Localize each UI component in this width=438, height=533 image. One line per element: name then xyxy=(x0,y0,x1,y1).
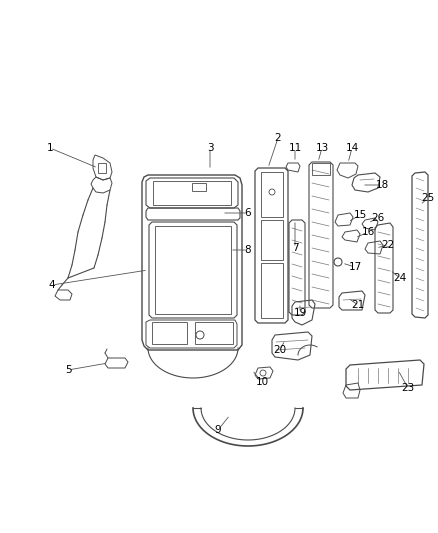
Text: 5: 5 xyxy=(65,365,71,375)
Text: 3: 3 xyxy=(207,143,213,153)
Text: 16: 16 xyxy=(361,227,374,237)
Text: 11: 11 xyxy=(288,143,302,153)
Text: 2: 2 xyxy=(275,133,281,143)
Text: 6: 6 xyxy=(245,208,251,218)
Text: 8: 8 xyxy=(245,245,251,255)
Text: 18: 18 xyxy=(375,180,389,190)
Text: 21: 21 xyxy=(351,300,364,310)
Text: 19: 19 xyxy=(293,308,307,318)
Text: 10: 10 xyxy=(255,377,268,387)
Text: 1: 1 xyxy=(47,143,53,153)
Text: 20: 20 xyxy=(273,345,286,355)
Text: 7: 7 xyxy=(292,243,298,253)
Text: 9: 9 xyxy=(215,425,221,435)
Text: 22: 22 xyxy=(381,240,395,250)
Text: 17: 17 xyxy=(348,262,362,272)
Text: 4: 4 xyxy=(49,280,55,290)
Text: 25: 25 xyxy=(421,193,434,203)
Text: 15: 15 xyxy=(353,210,367,220)
Text: 24: 24 xyxy=(393,273,406,283)
Text: 23: 23 xyxy=(401,383,415,393)
Text: 14: 14 xyxy=(346,143,359,153)
Text: 13: 13 xyxy=(315,143,328,153)
Text: 26: 26 xyxy=(371,213,385,223)
